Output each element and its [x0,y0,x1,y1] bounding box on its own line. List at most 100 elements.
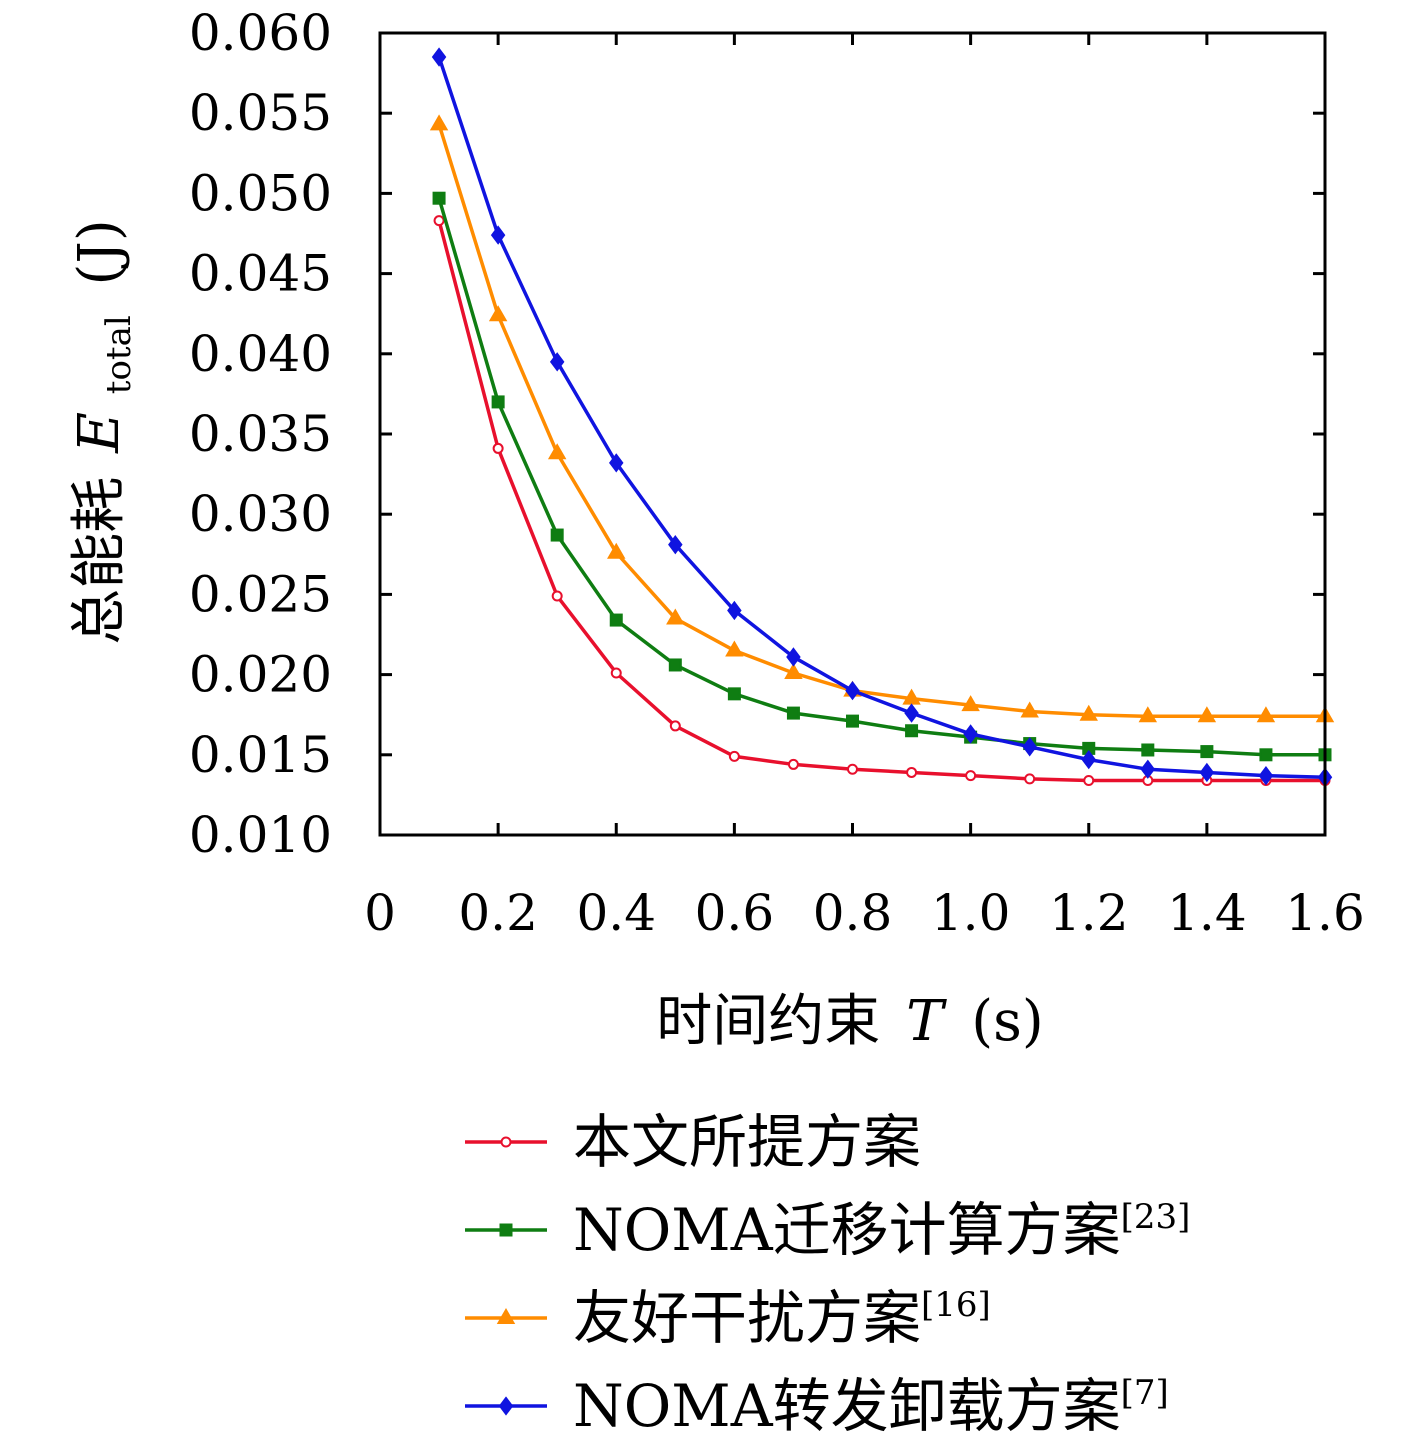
data-point [609,453,624,473]
data-point [1141,743,1155,757]
series-line [437,56,1326,780]
x-tick-label: 1.2 [1049,884,1129,942]
legend-swatch-marker [499,1223,513,1237]
data-point [846,714,859,728]
x-tick-label: 1.4 [1167,884,1247,942]
x-tick-label: 0.6 [695,884,775,942]
x-tick-label: 1.0 [931,884,1011,942]
legend-label: NOMA转发卸载方案[7] [573,1372,1169,1440]
y-tick-label: 0.050 [189,164,332,222]
legend-name: NOMA转发卸载方案 [573,1372,1121,1440]
legend-citation: [23] [1121,1197,1191,1237]
x-tick-label: 1.6 [1285,884,1365,942]
data-point [488,305,508,322]
data-point [610,667,622,679]
data-point [550,528,564,542]
x-tick-label: 0.8 [813,884,893,942]
y-tick-label: 0.025 [189,565,332,623]
series-2 [432,191,1332,762]
data-point [668,658,682,672]
data-point [786,647,801,667]
data-point [1140,759,1156,779]
legend-item: NOMA转发卸载方案[7] [465,1372,1169,1440]
series-line [437,123,1325,719]
legend-swatch-marker [500,1136,512,1148]
data-point [906,766,918,778]
data-point [429,114,449,131]
series-4 [431,47,1333,787]
y-tick-label: 0.060 [189,4,332,62]
data-point [1258,765,1274,786]
data-point [1081,749,1096,770]
data-point [491,395,505,409]
data-point [728,750,740,762]
y-axis-title-text: 总能耗 [67,477,132,645]
data-point [669,720,681,732]
x-axis-title-unit: (s) [971,989,1043,1054]
data-point [1200,745,1214,759]
x-axis-title: 时间约束 T (s) [656,989,1043,1054]
y-tick-label: 0.010 [189,806,332,864]
data-point [904,703,919,723]
series-line [437,197,1325,757]
data-point [787,758,799,770]
data-point [551,590,563,602]
legend-item: 友好干扰方案[16] [465,1284,991,1352]
legend-name: NOMA迁移计算方案 [573,1196,1121,1264]
legend-label: NOMA迁移计算方案[23] [573,1196,1190,1264]
x-tick-label: 0.4 [576,884,656,942]
data-point [1197,706,1217,723]
data-point [725,640,744,657]
legend-name: 友好干扰方案 [573,1284,921,1352]
data-point [1259,748,1273,762]
y-tick-label: 0.030 [189,485,332,543]
legend-swatch-marker [498,1396,514,1416]
data-point [1138,706,1158,723]
data-point [547,443,567,460]
x-tick-label: 0 [364,884,396,942]
legend-item: NOMA迁移计算方案[23] [465,1196,1190,1264]
series-1 [433,215,1331,786]
legend-name: 本文所提方案 [573,1108,921,1176]
data-point [786,706,800,720]
data-point [1256,706,1276,723]
data-point [609,613,623,627]
data-point [727,687,741,701]
data-point [1079,704,1098,721]
data-point [1199,762,1215,783]
data-point [727,600,742,621]
y-axis-title: 总能耗 E total (J) [67,219,144,644]
data-point [668,535,683,555]
data-point [490,225,506,245]
legend: 本文所提方案 NOMA迁移计算方案[23] 友好干扰方案[16] NOMA转发卸载方案… [465,1108,1190,1440]
data-point [431,47,447,67]
data-point [492,442,504,454]
data-point [1083,774,1095,786]
legend-label: 友好干扰方案[16] [573,1284,991,1352]
y-axis-title-subscript: total [99,315,139,394]
y-axis-ticks: 0.010 0.015 0.020 0.025 0.030 0.035 0.040 0.045… [189,4,1325,864]
y-tick-label: 0.015 [189,726,332,784]
x-tick-label: 0.2 [458,884,538,942]
data-point [549,352,565,372]
data-point [961,695,980,712]
y-axis-title-unit: (J) [67,219,132,285]
legend-citation: [7] [1121,1373,1169,1413]
plot-frame [378,31,1327,837]
data-point [965,770,977,782]
x-axis-title-text: 时间约束 [656,989,880,1054]
y-tick-label: 0.020 [189,646,332,704]
y-tick-label: 0.055 [189,84,332,142]
y-tick-label: 0.045 [189,245,332,303]
legend-citation: [16] [921,1285,991,1325]
data-point [784,662,803,679]
data-point [433,215,445,227]
y-axis-title-symbol: E [67,412,132,454]
series-layer [429,47,1335,787]
y-tick-label: 0.040 [189,325,332,383]
series-line [437,220,1325,783]
data-point [845,680,860,701]
data-point [607,542,626,559]
data-point [432,191,446,205]
